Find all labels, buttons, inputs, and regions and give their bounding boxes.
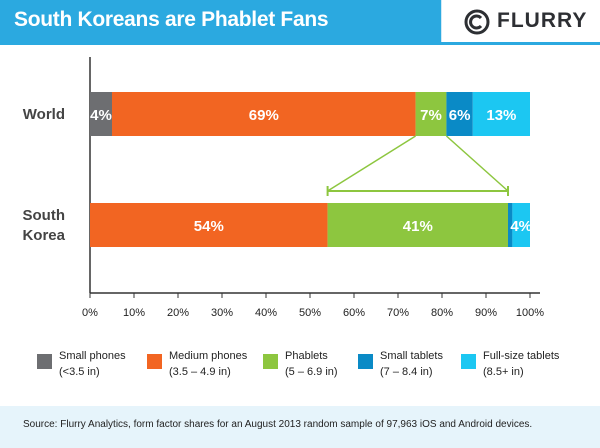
bar-segment [508,203,513,247]
x-tick-label: 60% [343,307,365,319]
category-label: Korea [22,227,65,244]
x-tick-label: 40% [255,307,277,319]
legend-label-line1: Full-size tablets [483,350,560,362]
legend-label-line1: Phablets [285,350,328,362]
x-tick-label: 10% [123,307,145,319]
bar-segment [446,92,473,136]
data-label: 4% [510,218,532,235]
legend-label: Small phones (<3.5 in) [59,348,126,380]
bar-segment [415,92,447,136]
legend-label-line1: Small tablets [380,350,443,362]
bar-segment [90,92,112,136]
legend-label-line2: (3.5 – 4.9 in) [169,366,231,378]
annotation-right-connector [445,135,509,192]
x-tick-label: 30% [211,307,233,319]
source-note: Source: Flurry Analytics, form factor sh… [23,419,533,430]
data-label: 54% [194,218,224,235]
bar-segment [112,92,416,136]
legend-label-line2: (<3.5 in) [59,366,100,378]
legend-label: Phablets (5 – 6.9 in) [285,348,338,380]
bar-segment [512,203,530,247]
flurry-logo-icon [464,9,490,35]
legend-swatch [263,354,278,369]
x-tick-label: 0% [82,307,98,319]
legend-swatch [461,354,476,369]
legend-swatch [358,354,373,369]
legend-label: Small tablets (7 – 8.4 in) [380,348,443,380]
legend-label-line2: (5 – 6.9 in) [285,366,338,378]
data-label: 4% [90,107,112,124]
legend-label-line1: Small phones [59,350,126,362]
header-bar: South Koreans are Phablet Fans FLURRY [0,0,600,42]
legend-label: Full-size tablets (8.5+ in) [483,348,559,380]
data-label: 69% [249,107,279,124]
page-title: South Koreans are Phablet Fans [14,8,329,31]
data-label: 41% [403,218,433,235]
stacked-bar-chart: 0% 10% 20% 30% 40% 50% 60% 70% 80% 90% 100% World So… [22,57,544,319]
header-divider [0,42,600,45]
x-tick-label: 90% [475,307,497,319]
legend-swatch [37,354,52,369]
annotation-left-connector [327,135,416,192]
bar-segment [327,203,508,247]
legend-label-line2: (8.5+ in) [483,366,524,378]
data-label: 7% [420,107,442,124]
x-tick-label: 80% [431,307,453,319]
legend-label-line1: Medium phones [169,350,248,362]
category-label: South [23,207,66,224]
bar-segment [90,203,328,247]
legend-label-line2: (7 – 8.4 in) [380,366,433,378]
logo-panel: FLURRY [441,0,600,42]
legend-swatch [147,354,162,369]
x-tick-label: 70% [387,307,409,319]
legend-label: Medium phones (3.5 – 4.9 in) [169,348,247,380]
data-label: 6% [449,107,471,124]
x-tick-label: 50% [299,307,321,319]
data-label: 13% [486,107,516,124]
category-label: World [23,106,65,123]
flurry-logo-text: FLURRY [497,9,588,32]
x-tick-label: 20% [167,307,189,319]
bar-segment [472,92,530,136]
x-tick-label: 100% [516,307,544,319]
footer-bar [0,406,600,448]
